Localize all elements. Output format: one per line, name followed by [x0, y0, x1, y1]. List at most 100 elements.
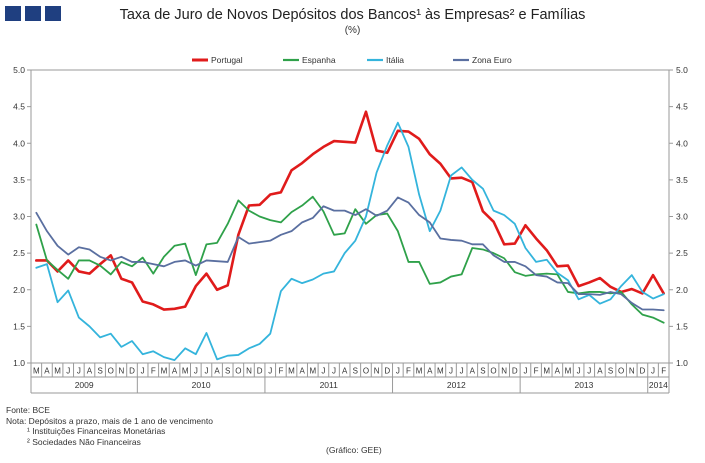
month-label: D	[640, 367, 646, 376]
plot-frame	[30, 69, 670, 364]
line-chart: 1.0 1.0 1.5 1.5 2.0 2.0 2.5 2.5 3.0 3.0 3.5 3.5 4.0 4…	[13, 55, 688, 394]
y-tick-label-right: 3.5	[676, 175, 688, 185]
year-label: 2010	[192, 380, 211, 390]
month-label: J	[396, 367, 400, 376]
month-label: S	[225, 367, 230, 376]
month-label: N	[118, 367, 124, 376]
y-tick-label-left: 1.0	[13, 358, 25, 368]
y-tick-label-left: 1.5	[13, 321, 25, 331]
series-line-espanha	[35, 195, 665, 324]
y-tick-label-right: 4.0	[676, 138, 688, 148]
year-label: 2012	[447, 380, 466, 390]
month-label: A	[172, 367, 178, 376]
month-label: A	[555, 367, 561, 376]
month-label: A	[427, 367, 433, 376]
month-label: M	[33, 367, 40, 376]
y-tick-label-right: 3.0	[676, 212, 688, 222]
month-label: F	[278, 367, 283, 376]
month-label: M	[565, 367, 572, 376]
month-label: A	[597, 367, 603, 376]
month-label: D	[257, 367, 263, 376]
y-tick-label-left: 3.0	[13, 212, 25, 222]
month-label: A	[214, 367, 220, 376]
month-label: J	[77, 367, 81, 376]
legend-label: Zona Euro	[472, 55, 512, 65]
month-label: J	[204, 367, 208, 376]
month-label: O	[618, 367, 624, 376]
month-label: D	[512, 367, 518, 376]
month-label: O	[363, 367, 369, 376]
month-label: F	[151, 367, 156, 376]
month-label: A	[87, 367, 93, 376]
month-label: D	[129, 367, 135, 376]
legend-label: Espanha	[302, 55, 336, 65]
month-label: F	[661, 367, 666, 376]
method-note: Nota: Depósitos a prazo, mais de 1 ano d…	[6, 415, 213, 426]
series-line-zona-euro	[35, 196, 665, 312]
month-label: J	[577, 367, 581, 376]
month-label: O	[490, 367, 496, 376]
month-label: J	[523, 367, 527, 376]
year-label: 2011	[320, 380, 339, 390]
y-tick-label-left: 2.0	[13, 285, 25, 295]
y-tick-label-right: 2.0	[676, 285, 688, 295]
month-label: F	[534, 367, 539, 376]
month-label: M	[182, 367, 189, 376]
month-label: M	[54, 367, 61, 376]
chart-notes: Fonte: BCE Nota: Depósitos a prazo, mais…	[6, 405, 213, 447]
y-tick-label-left: 2.5	[13, 248, 25, 258]
month-label: S	[608, 367, 613, 376]
series-line-itália	[35, 121, 665, 361]
month-label: F	[406, 367, 411, 376]
logo	[5, 6, 61, 21]
y-tick-label-right: 1.5	[676, 321, 688, 331]
month-label: N	[374, 367, 380, 376]
legend-label: Itália	[386, 55, 404, 65]
month-label: J	[449, 367, 453, 376]
month-label: N	[501, 367, 507, 376]
month-label: A	[342, 367, 348, 376]
month-label: S	[97, 367, 102, 376]
month-label: D	[384, 367, 390, 376]
month-label: A	[470, 367, 476, 376]
year-label: 2014	[649, 380, 668, 390]
month-label: J	[587, 367, 591, 376]
chart-unit: (%)	[344, 25, 361, 36]
month-label: S	[353, 367, 358, 376]
month-label: O	[108, 367, 114, 376]
logo-square	[25, 6, 41, 21]
y-tick-label-left: 3.5	[13, 175, 25, 185]
y-tick-label-left: 4.0	[13, 138, 25, 148]
month-label: M	[161, 367, 168, 376]
y-tick-label-left: 4.5	[13, 102, 25, 112]
month-label: O	[235, 367, 241, 376]
month-label: A	[299, 367, 305, 376]
logo-square	[5, 6, 21, 21]
month-label: S	[480, 367, 485, 376]
month-label: J	[66, 367, 70, 376]
logo-square	[45, 6, 61, 21]
footnote-2: ² Sociedades Não Financeiras	[27, 436, 141, 447]
y-tick-label-right: 5.0	[676, 65, 688, 75]
month-label: M	[437, 367, 444, 376]
month-label: J	[141, 367, 145, 376]
month-label: N	[629, 367, 635, 376]
month-label: J	[268, 367, 272, 376]
y-tick-label-left: 5.0	[13, 65, 25, 75]
month-label: J	[651, 367, 655, 376]
month-label: J	[321, 367, 325, 376]
year-label: 2013	[574, 380, 593, 390]
y-tick-label-right: 2.5	[676, 248, 688, 258]
month-label: A	[44, 367, 50, 376]
y-tick-label-right: 1.0	[676, 358, 688, 368]
month-label: N	[246, 367, 252, 376]
chart-credit: (Gráfico: GEE)	[326, 445, 382, 455]
month-label: M	[288, 367, 295, 376]
month-label: J	[460, 367, 464, 376]
month-label: M	[416, 367, 423, 376]
month-label: J	[194, 367, 198, 376]
legend-label: Portugal	[211, 55, 243, 65]
source-note: Fonte: BCE	[6, 405, 50, 415]
footnote-1: ¹ Instituições Financeiras Monetárias	[27, 426, 166, 436]
month-label: M	[543, 367, 550, 376]
